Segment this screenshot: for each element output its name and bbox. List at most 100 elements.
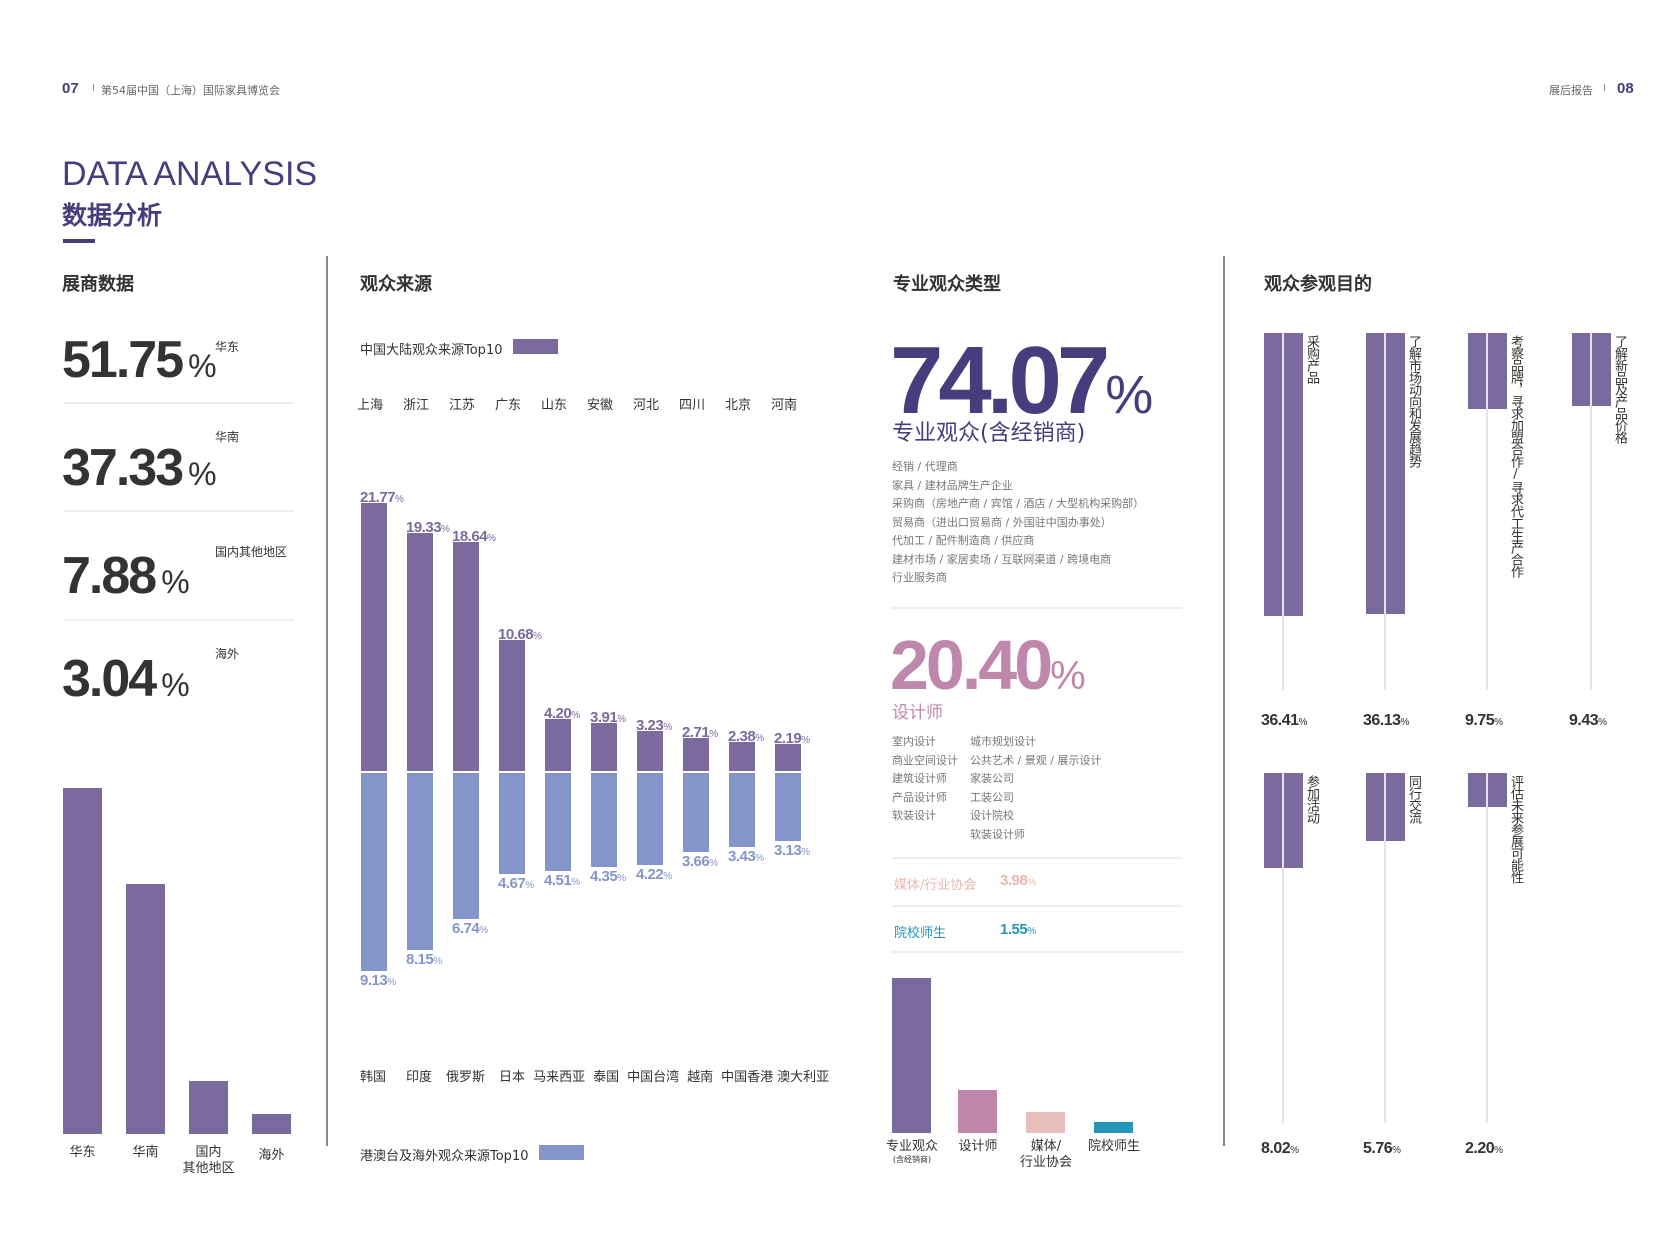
data-value: 19.33	[406, 519, 442, 537]
purpose-value: 9.43%	[1569, 712, 1607, 730]
pct-symbol: %	[479, 925, 488, 937]
exhibitor-bar	[126, 884, 165, 1134]
mainland-data-label: 2.71%	[682, 724, 718, 741]
mainland-bar	[453, 541, 479, 771]
professional-bar-label: 设计师	[943, 1139, 1013, 1155]
overseas-bar	[591, 773, 617, 868]
professional-item: 采购商（房地产商 / 宾馆 / 酒店 / 大型机构采购部）	[892, 497, 1145, 510]
overseas-category-label: 日本	[499, 1070, 526, 1085]
mainland-category-label: 河南	[771, 398, 798, 413]
mainland-data-label: 19.33%	[406, 519, 450, 537]
separator-line	[64, 402, 294, 404]
purpose-bar	[1284, 773, 1303, 868]
mainland-category-label: 山东	[541, 398, 568, 413]
label-line: 专业观众	[885, 1139, 938, 1154]
data-value: 4.67	[498, 875, 526, 893]
overseas-category-label: 韩国	[360, 1070, 387, 1085]
professional-value: 74.07	[890, 327, 1110, 434]
sources-title: 观众来源	[360, 274, 432, 295]
mainland-data-label: 4.20%	[544, 705, 580, 722]
header-separator-right: I	[1603, 83, 1606, 94]
mainland-bar	[499, 639, 525, 771]
professional-item: 家具 / 建材品牌生产企业	[892, 478, 1013, 492]
overseas-category-label: 澳大利亚	[777, 1070, 830, 1085]
separator-line	[64, 510, 294, 512]
purpose-bar	[1592, 333, 1611, 407]
designer-label: 设计师	[892, 703, 943, 723]
pct-symbol: %	[1392, 1145, 1401, 1156]
legend-mainland-label: 中国大陆观众来源Top10	[360, 343, 503, 358]
professional-bar-label: 院校师生	[1079, 1139, 1149, 1155]
mainland-category-label: 广东	[495, 398, 522, 413]
mainland-bar	[407, 533, 433, 771]
purpose-value: 36.41%	[1261, 712, 1307, 730]
overseas-bar	[637, 773, 663, 865]
pct-symbol: %	[395, 494, 404, 506]
pct-symbol: %	[709, 858, 718, 870]
overseas-data-label: 4.67%	[498, 875, 534, 892]
designer-main-stat: 20.40%	[890, 630, 1086, 700]
pct-symbol: %	[1290, 1145, 1299, 1156]
title-cn: 数据分析	[62, 201, 163, 230]
professional-item: 代加工 / 配件制造商 / 供应商	[892, 534, 1035, 547]
data-value: 3.43	[728, 848, 756, 866]
overseas-data-label: 4.22%	[636, 866, 672, 883]
overseas-category-label: 马来西亚	[533, 1070, 586, 1085]
overseas-bar	[775, 773, 801, 841]
pct-symbol: %	[571, 710, 580, 722]
pct-symbol: %	[533, 630, 542, 642]
separator-line	[892, 951, 1182, 953]
student-value: 1.55%	[1000, 921, 1036, 938]
professional-title: 专业观众类型	[893, 274, 1001, 295]
overseas-category-labels: 韩国 印度 俄罗斯 日本 马来西亚 泰国 中国台湾 越南 中国香港 澳大利亚	[360, 1066, 829, 1085]
student-value-number: 1.55	[1000, 921, 1028, 938]
overseas-data-label: 3.43%	[728, 848, 764, 865]
exhibitor-bar	[63, 788, 102, 1134]
purpose-bar	[1488, 773, 1507, 807]
purpose-bar	[1488, 333, 1507, 409]
purpose-guide-line	[1486, 773, 1488, 1123]
pct-symbol: %	[755, 732, 764, 744]
data-value: 2.38	[728, 727, 756, 745]
overseas-bar	[453, 773, 479, 920]
pct-symbol: %	[1598, 717, 1607, 728]
purpose-category-label: 采购产品	[1304, 335, 1319, 383]
header-report-title: 展后报告	[1549, 84, 1593, 97]
exhibitor-bar	[252, 1113, 291, 1134]
professional-item: 行业服务商	[892, 571, 947, 584]
pct-symbol: %	[161, 667, 190, 703]
data-value: 3.66	[682, 853, 710, 871]
purpose-value: 9.75%	[1465, 712, 1503, 730]
data-value: 9.43	[1569, 712, 1599, 729]
purpose-bar	[1264, 773, 1282, 868]
exhibitor-bar	[189, 1081, 228, 1134]
purpose-guide-line	[1282, 333, 1284, 690]
data-value: 8.02	[1261, 1140, 1291, 1157]
overseas-category-label: 中国台湾	[627, 1070, 680, 1085]
divider-left	[326, 256, 328, 1146]
purpose-bar	[1366, 333, 1384, 614]
legend-mainland-swatch	[513, 339, 558, 354]
professional-bar	[892, 978, 931, 1133]
overseas-bar	[545, 773, 571, 871]
professional-bar	[1026, 1112, 1065, 1133]
purpose-bar	[1468, 333, 1486, 409]
data-value: 3.23	[636, 717, 664, 735]
designer-value: 20.40	[890, 626, 1053, 704]
title-accent-bar	[63, 239, 95, 243]
overseas-category-label: 中国香港	[721, 1070, 774, 1085]
pct-symbol: %	[441, 524, 450, 536]
overseas-category-label: 泰国	[593, 1070, 620, 1085]
data-value: 5.76	[1363, 1140, 1393, 1157]
professional-item: 建材市场 / 家居卖场 / 互联网渠道 / 跨境电商	[892, 552, 1112, 566]
pct-symbol: %	[487, 532, 496, 544]
data-value: 9.75	[1465, 712, 1495, 729]
exhibitor-stat-label: 华东	[215, 340, 240, 354]
data-value: 9.13	[360, 972, 388, 990]
data-value: 10.68	[498, 625, 534, 643]
purpose-category-label: 了解市场动向和发展趋势	[1406, 335, 1421, 467]
right-page-number: 08	[1617, 80, 1634, 97]
label-line: 媒体/	[1030, 1139, 1062, 1154]
designer-item: 公共艺术 / 景观 / 展示设计	[970, 753, 1102, 767]
mainland-data-label: 2.19%	[774, 730, 810, 747]
